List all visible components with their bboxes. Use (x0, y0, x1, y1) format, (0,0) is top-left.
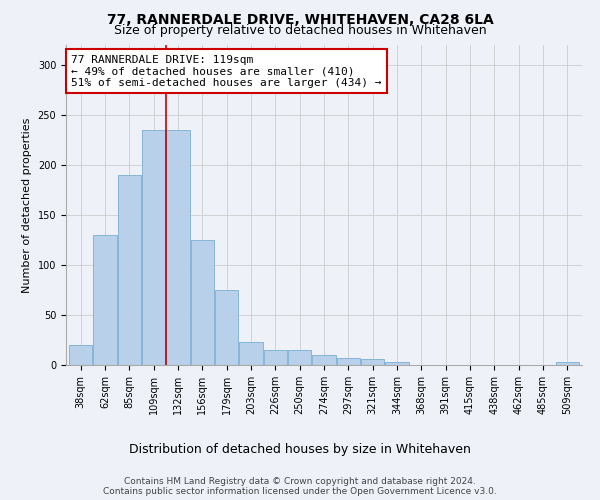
Text: Contains public sector information licensed under the Open Government Licence v3: Contains public sector information licen… (103, 488, 497, 496)
Y-axis label: Number of detached properties: Number of detached properties (22, 118, 32, 292)
Text: Size of property relative to detached houses in Whitehaven: Size of property relative to detached ho… (113, 24, 487, 37)
Bar (142, 130, 165, 365)
Text: Contains HM Land Registry data © Crown copyright and database right 2024.: Contains HM Land Registry data © Crown c… (124, 478, 476, 486)
Bar (361, 359, 384, 365)
Bar (69, 345, 92, 365)
Bar (556, 362, 579, 365)
Bar (288, 350, 311, 365)
Bar (239, 342, 263, 365)
Bar (166, 130, 190, 365)
Text: 77 RANNERDALE DRIVE: 119sqm
← 49% of detached houses are smaller (410)
51% of se: 77 RANNERDALE DRIVE: 119sqm ← 49% of det… (71, 54, 382, 88)
Bar (337, 358, 360, 365)
Bar (94, 235, 116, 365)
Bar (313, 355, 335, 365)
Bar (385, 362, 409, 365)
Bar (215, 290, 238, 365)
Text: Distribution of detached houses by size in Whitehaven: Distribution of detached houses by size … (129, 442, 471, 456)
Bar (191, 240, 214, 365)
Bar (264, 350, 287, 365)
Text: 77, RANNERDALE DRIVE, WHITEHAVEN, CA28 6LA: 77, RANNERDALE DRIVE, WHITEHAVEN, CA28 6… (107, 12, 493, 26)
Bar (118, 175, 141, 365)
